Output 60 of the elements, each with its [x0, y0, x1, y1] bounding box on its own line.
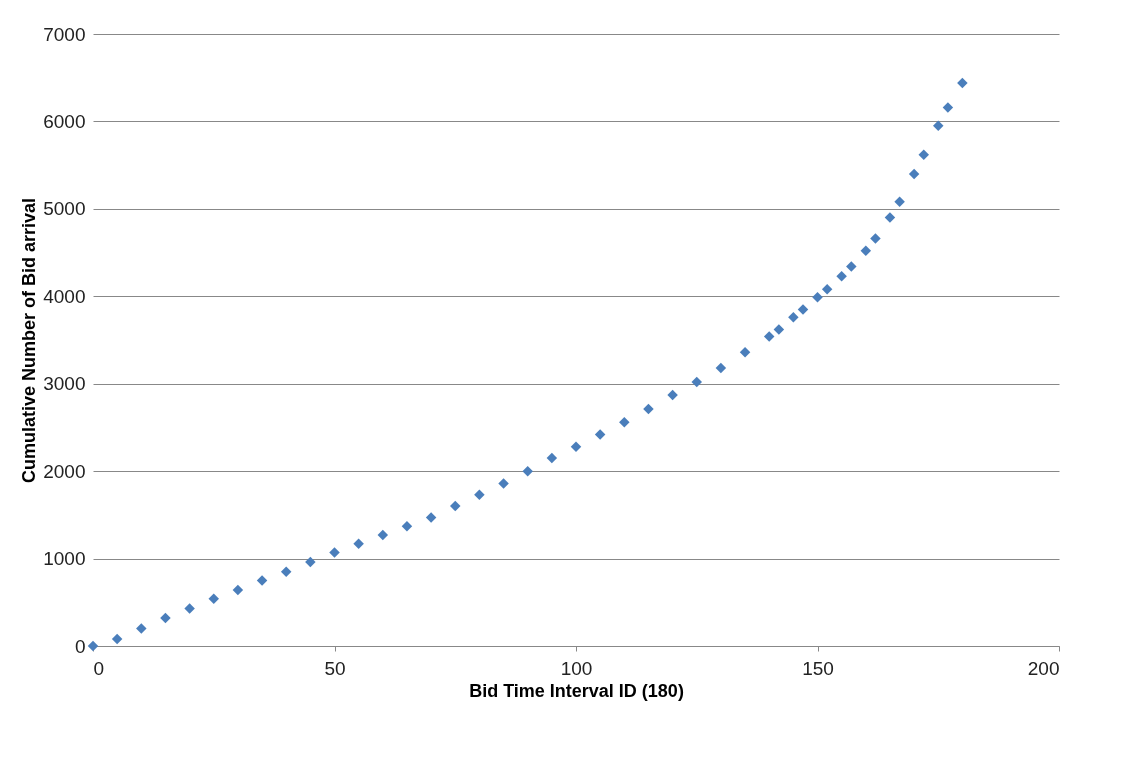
point — [908, 168, 920, 180]
point — [208, 593, 219, 605]
point — [918, 149, 929, 160]
point — [933, 120, 944, 132]
y-tick-label: 7000 — [43, 23, 86, 45]
y-tick-label: 3000 — [43, 373, 86, 395]
point — [739, 347, 751, 358]
point — [619, 416, 630, 428]
point — [860, 245, 872, 257]
point — [377, 529, 389, 541]
point — [894, 196, 905, 208]
point — [425, 512, 437, 523]
point — [788, 312, 799, 323]
point — [715, 362, 727, 374]
point — [111, 633, 123, 645]
x-tick-label: 0 — [93, 657, 105, 679]
y-axis-title: Cumulative Number of Bid arrival — [19, 197, 40, 484]
point — [136, 623, 147, 634]
point — [87, 640, 99, 652]
point — [797, 304, 809, 315]
y-tick-label: 6000 — [43, 110, 86, 132]
point — [184, 603, 195, 614]
point — [836, 270, 847, 282]
y-tick-label: 4000 — [43, 285, 86, 307]
point — [522, 465, 533, 477]
point — [546, 452, 558, 464]
point — [667, 389, 678, 401]
point — [884, 212, 896, 223]
x-tick-label: 50 — [324, 657, 346, 679]
point — [256, 575, 268, 586]
x-axis-title: Bid Time Interval ID (180) — [469, 680, 684, 701]
point — [594, 429, 606, 440]
point — [232, 584, 244, 596]
point — [942, 102, 954, 113]
point — [812, 291, 823, 303]
point — [870, 233, 881, 244]
y-tick-label: 5000 — [43, 198, 86, 220]
y-tick-label: 2000 — [43, 460, 86, 482]
point — [401, 520, 413, 532]
point — [353, 538, 364, 549]
point — [305, 556, 316, 568]
point — [498, 478, 509, 489]
point — [329, 547, 340, 558]
point — [763, 331, 775, 342]
y-tick-label: 1000 — [43, 548, 86, 570]
point — [957, 77, 968, 89]
point — [450, 500, 461, 512]
x-tick-label: 100 — [560, 657, 593, 679]
point — [160, 612, 171, 624]
point — [643, 403, 654, 415]
point — [691, 376, 702, 388]
point — [570, 441, 582, 452]
point — [280, 566, 292, 577]
x-tick-label: 200 — [1027, 657, 1060, 679]
point — [773, 324, 785, 335]
point — [474, 489, 485, 500]
point — [846, 261, 857, 272]
x-tick-label: 150 — [802, 657, 834, 679]
point — [821, 284, 833, 295]
y-tick-label: 0 — [74, 635, 86, 657]
